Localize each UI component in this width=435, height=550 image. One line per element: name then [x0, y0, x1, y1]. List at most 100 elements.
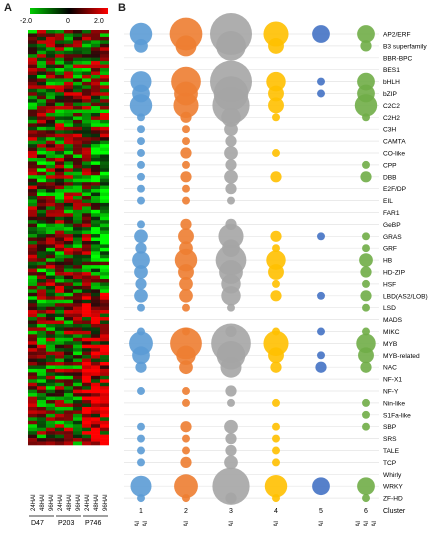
- family-label: HD-ZIP: [383, 270, 406, 277]
- heatmap-cell: [82, 130, 91, 135]
- heatmap-cell: [64, 137, 73, 141]
- heatmap-cell: [55, 341, 64, 346]
- heatmap-cell: [55, 400, 64, 404]
- heatmap-cell: [73, 227, 82, 231]
- bubble-cluster-2: [174, 248, 198, 272]
- heatmap-cell: [82, 358, 91, 363]
- heatmap-cell: [100, 417, 109, 422]
- heatmap-cell: [46, 362, 55, 366]
- heatmap-cell: [64, 275, 73, 280]
- bubble-cluster-3: [225, 135, 237, 147]
- heatmap-cell: [46, 154, 55, 159]
- heatmap-cell: [91, 64, 100, 69]
- heatmap-cell: [64, 147, 73, 152]
- heatmap-cell: [55, 413, 64, 418]
- bubble-cluster-4: [272, 244, 280, 253]
- heatmap-cell: [46, 199, 55, 204]
- heatmap-cell: [73, 175, 82, 180]
- heatmap-cell: [46, 406, 55, 411]
- heatmap-cell: [100, 427, 109, 432]
- heatmap-cell: [73, 296, 82, 301]
- heatmap-cell: [82, 154, 91, 159]
- heatmap-cell: [28, 74, 37, 79]
- heatmap-cell: [73, 303, 82, 307]
- heatmap-cell: [28, 81, 37, 86]
- heatmap-cell: [37, 362, 46, 366]
- bubble-cluster-6: [360, 361, 372, 373]
- heatmap-cell: [91, 240, 100, 245]
- heatmap-cell: [55, 261, 64, 266]
- bubble-cluster-1: [137, 160, 145, 169]
- heatmap-cell: [82, 151, 91, 155]
- heatmap-cell: [91, 393, 100, 397]
- heatmap-cell: [82, 220, 91, 224]
- heatmap-cell: [64, 85, 73, 90]
- heatmap-cell: [28, 317, 37, 321]
- heatmap-cell: [64, 71, 73, 76]
- heatmap-cell: [73, 126, 82, 131]
- heatmap-cell: [73, 92, 82, 97]
- heatmap-cell: [73, 119, 82, 124]
- heatmap-cell: [73, 240, 82, 245]
- heatmap-cell: [82, 400, 91, 404]
- heatmap-cell: [64, 393, 73, 397]
- heatmap-cell: [46, 258, 55, 263]
- heatmap-cell: [37, 403, 46, 408]
- heatmap-cell: [28, 164, 37, 169]
- heatmap-cell: [28, 327, 37, 332]
- bubble-cluster-2: [180, 421, 192, 433]
- heatmap-cell: [100, 323, 109, 328]
- heatmap-cell: [82, 417, 91, 422]
- heatmap-cell: [91, 33, 100, 38]
- heatmap-cell: [73, 140, 82, 145]
- heatmap-cell: [82, 171, 91, 176]
- heatmap-cell: [55, 237, 64, 242]
- family-label: MYB: [383, 341, 398, 348]
- bubble-cluster-6: [362, 244, 370, 253]
- family-label: bHLH: [383, 79, 400, 86]
- bubble-cluster-4: [264, 474, 288, 498]
- heatmap-cell: [28, 161, 37, 166]
- heatmap-cell: [37, 144, 46, 148]
- family-label: MADS: [383, 317, 403, 324]
- heatmap-cell: [37, 400, 46, 404]
- heatmap-cell: [64, 337, 73, 342]
- heatmap-cell: [28, 306, 37, 311]
- heatmap-cell: [37, 30, 46, 34]
- bubble-cluster-1: [137, 137, 145, 146]
- heatmap-cell: [82, 303, 91, 307]
- heatmap-cell: [28, 320, 37, 325]
- heatmap-cell: [82, 213, 91, 218]
- heatmap-cell: [100, 220, 109, 224]
- bubble-cluster-6: [362, 327, 370, 336]
- heatmap-cell: [64, 341, 73, 346]
- heatmap-cell: [64, 40, 73, 45]
- heatmap-column-label: 48HAI: [40, 494, 46, 511]
- heatmap-cell: [28, 410, 37, 415]
- heatmap-cell: [55, 213, 64, 218]
- heatmap-cell: [82, 334, 91, 339]
- heatmap-cell: [28, 182, 37, 186]
- heatmap-cell: [55, 389, 64, 394]
- heatmap-cell: [28, 88, 37, 93]
- bubble-cluster-6: [362, 410, 370, 419]
- heatmap-cell: [37, 54, 46, 58]
- heatmap-cell: [73, 355, 82, 359]
- heatmap-cell: [91, 265, 100, 269]
- heatmap-cell: [82, 161, 91, 166]
- heatmap-cell: [64, 123, 73, 128]
- heatmap-column-label: 96HAI: [76, 494, 82, 511]
- heatmap-cell: [91, 137, 100, 141]
- heatmap-cell: [91, 317, 100, 321]
- heatmap-cell: [82, 230, 91, 235]
- heatmap-cell: [100, 33, 109, 38]
- heatmap-cell: [46, 358, 55, 363]
- heatmap-cell: [55, 375, 64, 380]
- heatmap-cell: [37, 140, 46, 145]
- heatmap-cell: [55, 427, 64, 432]
- heatmap-cell: [100, 344, 109, 349]
- heatmap-cell: [91, 182, 100, 186]
- heatmap-cell: [73, 113, 82, 117]
- heatmap-cell: [64, 268, 73, 273]
- heatmap-cell: [64, 223, 73, 228]
